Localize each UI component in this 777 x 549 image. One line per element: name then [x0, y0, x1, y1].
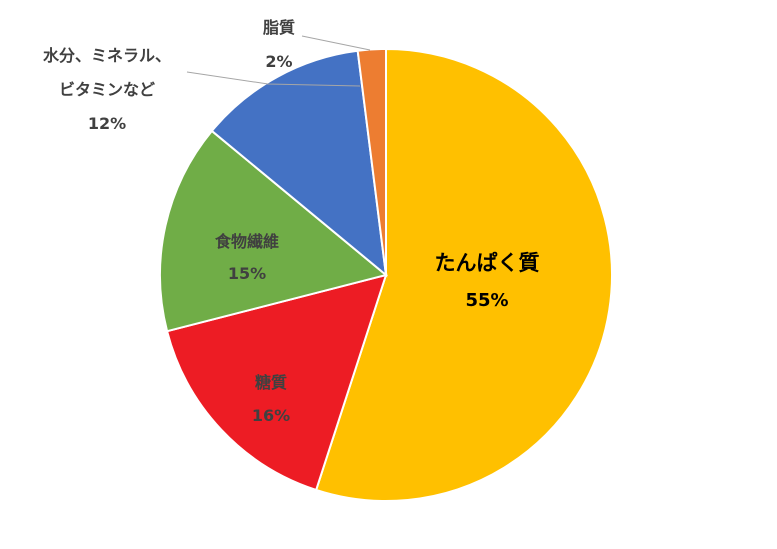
data-label-fat-name: 脂質	[263, 18, 295, 37]
data-label-protein-value: 55%	[465, 290, 508, 311]
data-label-sugar-name: 糖質	[255, 373, 287, 392]
pie-slice-sugar	[165, 273, 388, 492]
data-label-minerals-name-line1: 水分、ミネラル、	[43, 46, 171, 65]
pie-slice-protein	[314, 47, 613, 502]
data-label-minerals-name-line2: ビタミンなど	[59, 80, 155, 99]
leader-lines	[186, 35, 371, 87]
pie-slice-fat	[356, 47, 387, 276]
data-label-fat-value: 2%	[265, 52, 292, 71]
pie-slice-minerals	[210, 49, 388, 278]
pie-slices	[159, 47, 613, 502]
data-labels: たんぱく質 55% 糖質 16% 食物繊維 15% 水分、ミネラル、 ビタミンな…	[43, 18, 540, 425]
data-label-protein-name: たんぱく質	[435, 251, 540, 275]
pie-slice-fiber	[159, 129, 389, 333]
data-label-fiber-name: 食物繊維	[214, 232, 279, 251]
leader-line-minerals	[186, 71, 361, 87]
data-label-sugar-value: 16%	[252, 406, 290, 425]
data-label-minerals-value: 12%	[88, 114, 126, 133]
leader-line-fat	[301, 35, 371, 51]
data-label-fiber-value: 15%	[228, 264, 266, 283]
